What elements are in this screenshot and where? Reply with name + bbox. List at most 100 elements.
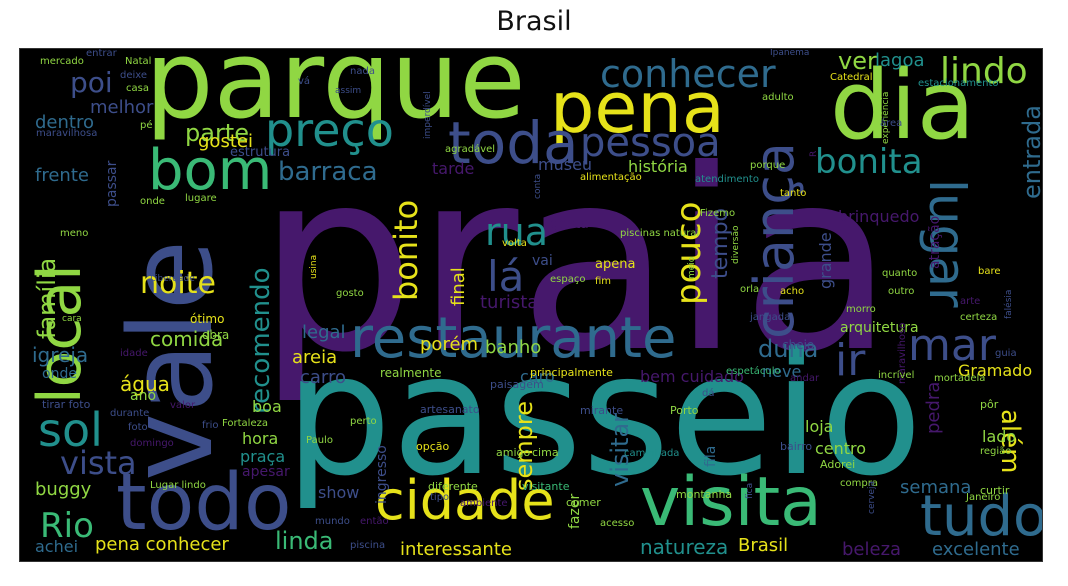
word-lugare: onde bbox=[140, 196, 165, 207]
word-preco: preço bbox=[265, 103, 394, 157]
word-brasil: Brasil bbox=[738, 535, 789, 556]
word-frente: frente bbox=[35, 165, 89, 186]
word-igreja: igreja bbox=[32, 343, 89, 367]
word-estrutura: estrutura bbox=[230, 145, 291, 160]
word-cidade: cidade bbox=[375, 469, 555, 532]
word-passar: passar bbox=[104, 160, 120, 207]
word-ano: ano bbox=[130, 388, 157, 404]
word-loja: loja bbox=[805, 417, 834, 436]
word-turista: turista bbox=[480, 292, 539, 313]
word-adulto: adulto bbox=[762, 92, 794, 103]
word-pena-conhecer: pena conhecer bbox=[95, 534, 229, 555]
word-visita: visita bbox=[640, 463, 822, 542]
word-apesar: apesar bbox=[242, 464, 290, 480]
word-espetaculo: espetáculo bbox=[726, 366, 781, 377]
word-fortaleza: Fortaleza bbox=[222, 418, 268, 429]
word-centro: centro bbox=[815, 439, 867, 458]
word-nada: nada bbox=[350, 66, 375, 77]
word-caro: caro bbox=[520, 367, 555, 386]
word-piscinas-naturai: volta bbox=[502, 238, 527, 249]
word-volta: gosto bbox=[336, 288, 364, 299]
word-comida: comida bbox=[150, 327, 224, 351]
word-deixe: deixe bbox=[120, 70, 148, 81]
word-banho: banho bbox=[485, 337, 542, 358]
word-va: vá bbox=[298, 76, 311, 87]
word-fizemo: piscinas naturai bbox=[620, 228, 700, 239]
word-conta: conta bbox=[533, 173, 543, 199]
word-cima: cima bbox=[532, 446, 559, 459]
word-pe: pé bbox=[140, 120, 153, 131]
word-rua: rua bbox=[485, 210, 548, 254]
word-dia: dia bbox=[830, 51, 975, 161]
word-r: guia bbox=[995, 348, 1017, 359]
word-tanto: tanto bbox=[780, 188, 807, 199]
word-casa: casa bbox=[126, 83, 149, 94]
word-familia: família bbox=[33, 257, 61, 339]
word-assim: assim bbox=[335, 86, 362, 96]
word-boa: boa bbox=[252, 397, 282, 416]
word-semana: semana bbox=[900, 477, 972, 498]
word-natureza: natureza bbox=[640, 535, 729, 559]
word-rio: Rio bbox=[40, 506, 94, 546]
word-gosta: gosta bbox=[550, 216, 589, 232]
word-lugar-lindo: Lugar lindo bbox=[150, 480, 206, 491]
word-agradavel: agradável bbox=[445, 144, 496, 155]
word-barraca: barraca bbox=[278, 157, 378, 187]
word-piscina: piscina bbox=[350, 540, 386, 551]
word-onde: onde bbox=[42, 366, 77, 382]
word-vista: vista bbox=[60, 444, 137, 482]
word-entrada: entrada bbox=[1018, 105, 1043, 199]
word-porque: porque bbox=[750, 160, 786, 171]
word-acesso: acesso bbox=[600, 518, 635, 529]
word-dentro: dentro bbox=[35, 112, 94, 133]
word-atracao: atração bbox=[927, 215, 943, 269]
word-apena: apena bbox=[595, 257, 636, 272]
word-noite: noite bbox=[140, 266, 216, 301]
word-idade: idade bbox=[120, 348, 148, 359]
word-linda: linda bbox=[275, 527, 334, 555]
word-porem: porém bbox=[420, 334, 479, 355]
word-andar: incrível bbox=[878, 370, 915, 381]
word-todo: todo bbox=[116, 458, 292, 548]
word-morro: jangada bbox=[750, 312, 791, 323]
word-certeza: arte bbox=[960, 296, 981, 307]
word-restaurante: restaurante bbox=[350, 306, 677, 371]
word-atendimento: atendimento bbox=[695, 174, 759, 185]
word-caminhada: caminhada bbox=[624, 448, 680, 459]
word-obra: obra bbox=[202, 328, 230, 342]
word-agradeca: R bbox=[809, 150, 819, 157]
word-gramado: Gramado bbox=[958, 361, 1033, 380]
word-espaco: fim bbox=[595, 276, 612, 287]
word-fila: fila bbox=[703, 445, 719, 467]
word-compra: compra bbox=[840, 478, 878, 489]
word-tarde: tarde bbox=[432, 159, 475, 178]
word-carro: carro bbox=[300, 367, 347, 388]
word-passeio: passeio bbox=[285, 317, 923, 513]
word-natal: Natal bbox=[125, 56, 152, 67]
word-montanha: montanha bbox=[676, 488, 733, 501]
word-bairro: bairro bbox=[780, 440, 813, 453]
word-ambiente: ambiente bbox=[460, 498, 508, 509]
word-conhecer: conhecer bbox=[600, 52, 776, 96]
word-arquitetura: arquitetura bbox=[840, 320, 919, 336]
word-grande: grande bbox=[816, 232, 835, 289]
word-principalmente: principalmente bbox=[530, 366, 613, 379]
word-bonita: bonita bbox=[815, 142, 923, 182]
word-toda: toda bbox=[448, 109, 579, 177]
word-valor: valor bbox=[170, 400, 196, 411]
word-historia: história bbox=[628, 157, 688, 176]
word-bare: outro bbox=[888, 286, 915, 297]
word-fica: fica bbox=[745, 482, 755, 499]
word-regiao: região bbox=[980, 446, 1012, 457]
word-curtir: curtir bbox=[980, 484, 1010, 497]
word-bom: bom bbox=[148, 138, 273, 203]
word-excelente: excelente bbox=[932, 539, 1020, 560]
word-arte: bare bbox=[978, 266, 1001, 277]
word-quanto: morro bbox=[846, 304, 876, 315]
word-area: dá bbox=[702, 388, 715, 399]
word-alimentacao: alimentação bbox=[580, 172, 642, 183]
word-areia: areia bbox=[292, 347, 338, 368]
word-praca: praça bbox=[240, 447, 286, 466]
word-melhor: melhor bbox=[90, 97, 154, 118]
word-diversao: meio bbox=[687, 256, 697, 279]
